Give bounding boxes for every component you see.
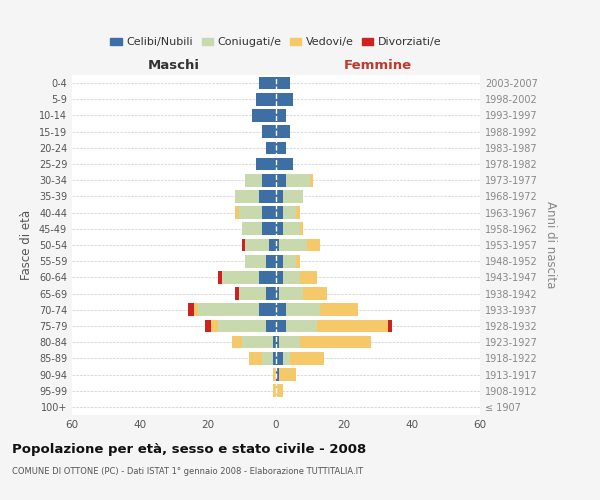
Bar bbox=[283, 352, 290, 364]
Bar bbox=[276, 126, 290, 138]
Bar bbox=[276, 158, 293, 170]
Bar bbox=[320, 304, 358, 316]
Bar bbox=[286, 320, 317, 332]
Bar bbox=[276, 271, 283, 283]
Bar bbox=[300, 222, 303, 235]
Bar bbox=[221, 271, 259, 283]
Bar bbox=[249, 352, 262, 364]
Bar bbox=[300, 336, 371, 348]
Bar bbox=[242, 336, 272, 348]
Bar bbox=[300, 271, 317, 283]
Bar bbox=[232, 336, 242, 348]
Bar bbox=[269, 238, 276, 252]
Bar bbox=[256, 158, 276, 170]
Bar bbox=[290, 352, 323, 364]
Bar bbox=[259, 271, 276, 283]
Bar bbox=[262, 352, 272, 364]
Bar bbox=[276, 93, 293, 106]
Bar bbox=[266, 320, 276, 332]
Text: Femmine: Femmine bbox=[344, 59, 412, 72]
Bar bbox=[283, 222, 300, 235]
Bar bbox=[276, 190, 283, 202]
Bar bbox=[245, 238, 269, 252]
Bar bbox=[259, 304, 276, 316]
Bar bbox=[276, 238, 280, 252]
Bar bbox=[310, 174, 313, 186]
Bar bbox=[235, 288, 239, 300]
Bar bbox=[259, 77, 276, 90]
Bar bbox=[262, 206, 276, 219]
Bar bbox=[317, 320, 388, 332]
Bar bbox=[280, 288, 303, 300]
Text: Popolazione per età, sesso e stato civile - 2008: Popolazione per età, sesso e stato civil… bbox=[12, 442, 366, 456]
Bar bbox=[211, 320, 218, 332]
Bar bbox=[235, 190, 259, 202]
Bar bbox=[205, 320, 211, 332]
Bar bbox=[194, 304, 198, 316]
Text: Maschi: Maschi bbox=[148, 59, 200, 72]
Bar bbox=[280, 368, 296, 381]
Bar bbox=[276, 109, 286, 122]
Bar bbox=[276, 384, 283, 397]
Bar bbox=[262, 126, 276, 138]
Bar bbox=[256, 93, 276, 106]
Bar bbox=[276, 142, 286, 154]
Bar bbox=[266, 255, 276, 268]
Bar bbox=[276, 255, 283, 268]
Y-axis label: Fasce di età: Fasce di età bbox=[20, 210, 33, 280]
Bar bbox=[276, 222, 283, 235]
Bar bbox=[388, 320, 392, 332]
Bar bbox=[262, 222, 276, 235]
Bar bbox=[283, 206, 296, 219]
Bar bbox=[272, 352, 276, 364]
Bar bbox=[280, 238, 307, 252]
Bar bbox=[303, 288, 327, 300]
Bar bbox=[276, 206, 283, 219]
Bar bbox=[235, 206, 239, 219]
Bar bbox=[276, 304, 286, 316]
Bar bbox=[239, 206, 262, 219]
Bar bbox=[245, 255, 266, 268]
Bar bbox=[280, 336, 300, 348]
Legend: Celibi/Nubili, Coniugati/e, Vedovi/e, Divorziati/e: Celibi/Nubili, Coniugati/e, Vedovi/e, Di… bbox=[106, 33, 446, 52]
Bar bbox=[259, 190, 276, 202]
Bar bbox=[283, 255, 296, 268]
Bar bbox=[245, 174, 262, 186]
Bar bbox=[307, 238, 320, 252]
Bar bbox=[266, 142, 276, 154]
Bar bbox=[276, 174, 286, 186]
Bar bbox=[218, 271, 221, 283]
Bar bbox=[276, 320, 286, 332]
Bar bbox=[286, 304, 320, 316]
Bar bbox=[262, 174, 276, 186]
Bar bbox=[283, 190, 303, 202]
Bar bbox=[218, 320, 266, 332]
Bar bbox=[188, 304, 194, 316]
Bar bbox=[296, 206, 300, 219]
Bar bbox=[276, 77, 290, 90]
Bar bbox=[272, 368, 276, 381]
Bar bbox=[283, 271, 300, 283]
Bar bbox=[276, 336, 280, 348]
Bar bbox=[242, 238, 245, 252]
Bar bbox=[276, 352, 283, 364]
Bar bbox=[252, 109, 276, 122]
Bar bbox=[276, 368, 280, 381]
Bar bbox=[272, 384, 276, 397]
Y-axis label: Anni di nascita: Anni di nascita bbox=[544, 202, 557, 288]
Bar bbox=[266, 288, 276, 300]
Bar bbox=[198, 304, 259, 316]
Bar bbox=[272, 336, 276, 348]
Bar bbox=[242, 222, 262, 235]
Bar bbox=[286, 174, 310, 186]
Bar bbox=[296, 255, 300, 268]
Bar bbox=[239, 288, 266, 300]
Bar bbox=[276, 288, 280, 300]
Text: COMUNE DI OTTONE (PC) - Dati ISTAT 1° gennaio 2008 - Elaborazione TUTTITALIA.IT: COMUNE DI OTTONE (PC) - Dati ISTAT 1° ge… bbox=[12, 468, 363, 476]
